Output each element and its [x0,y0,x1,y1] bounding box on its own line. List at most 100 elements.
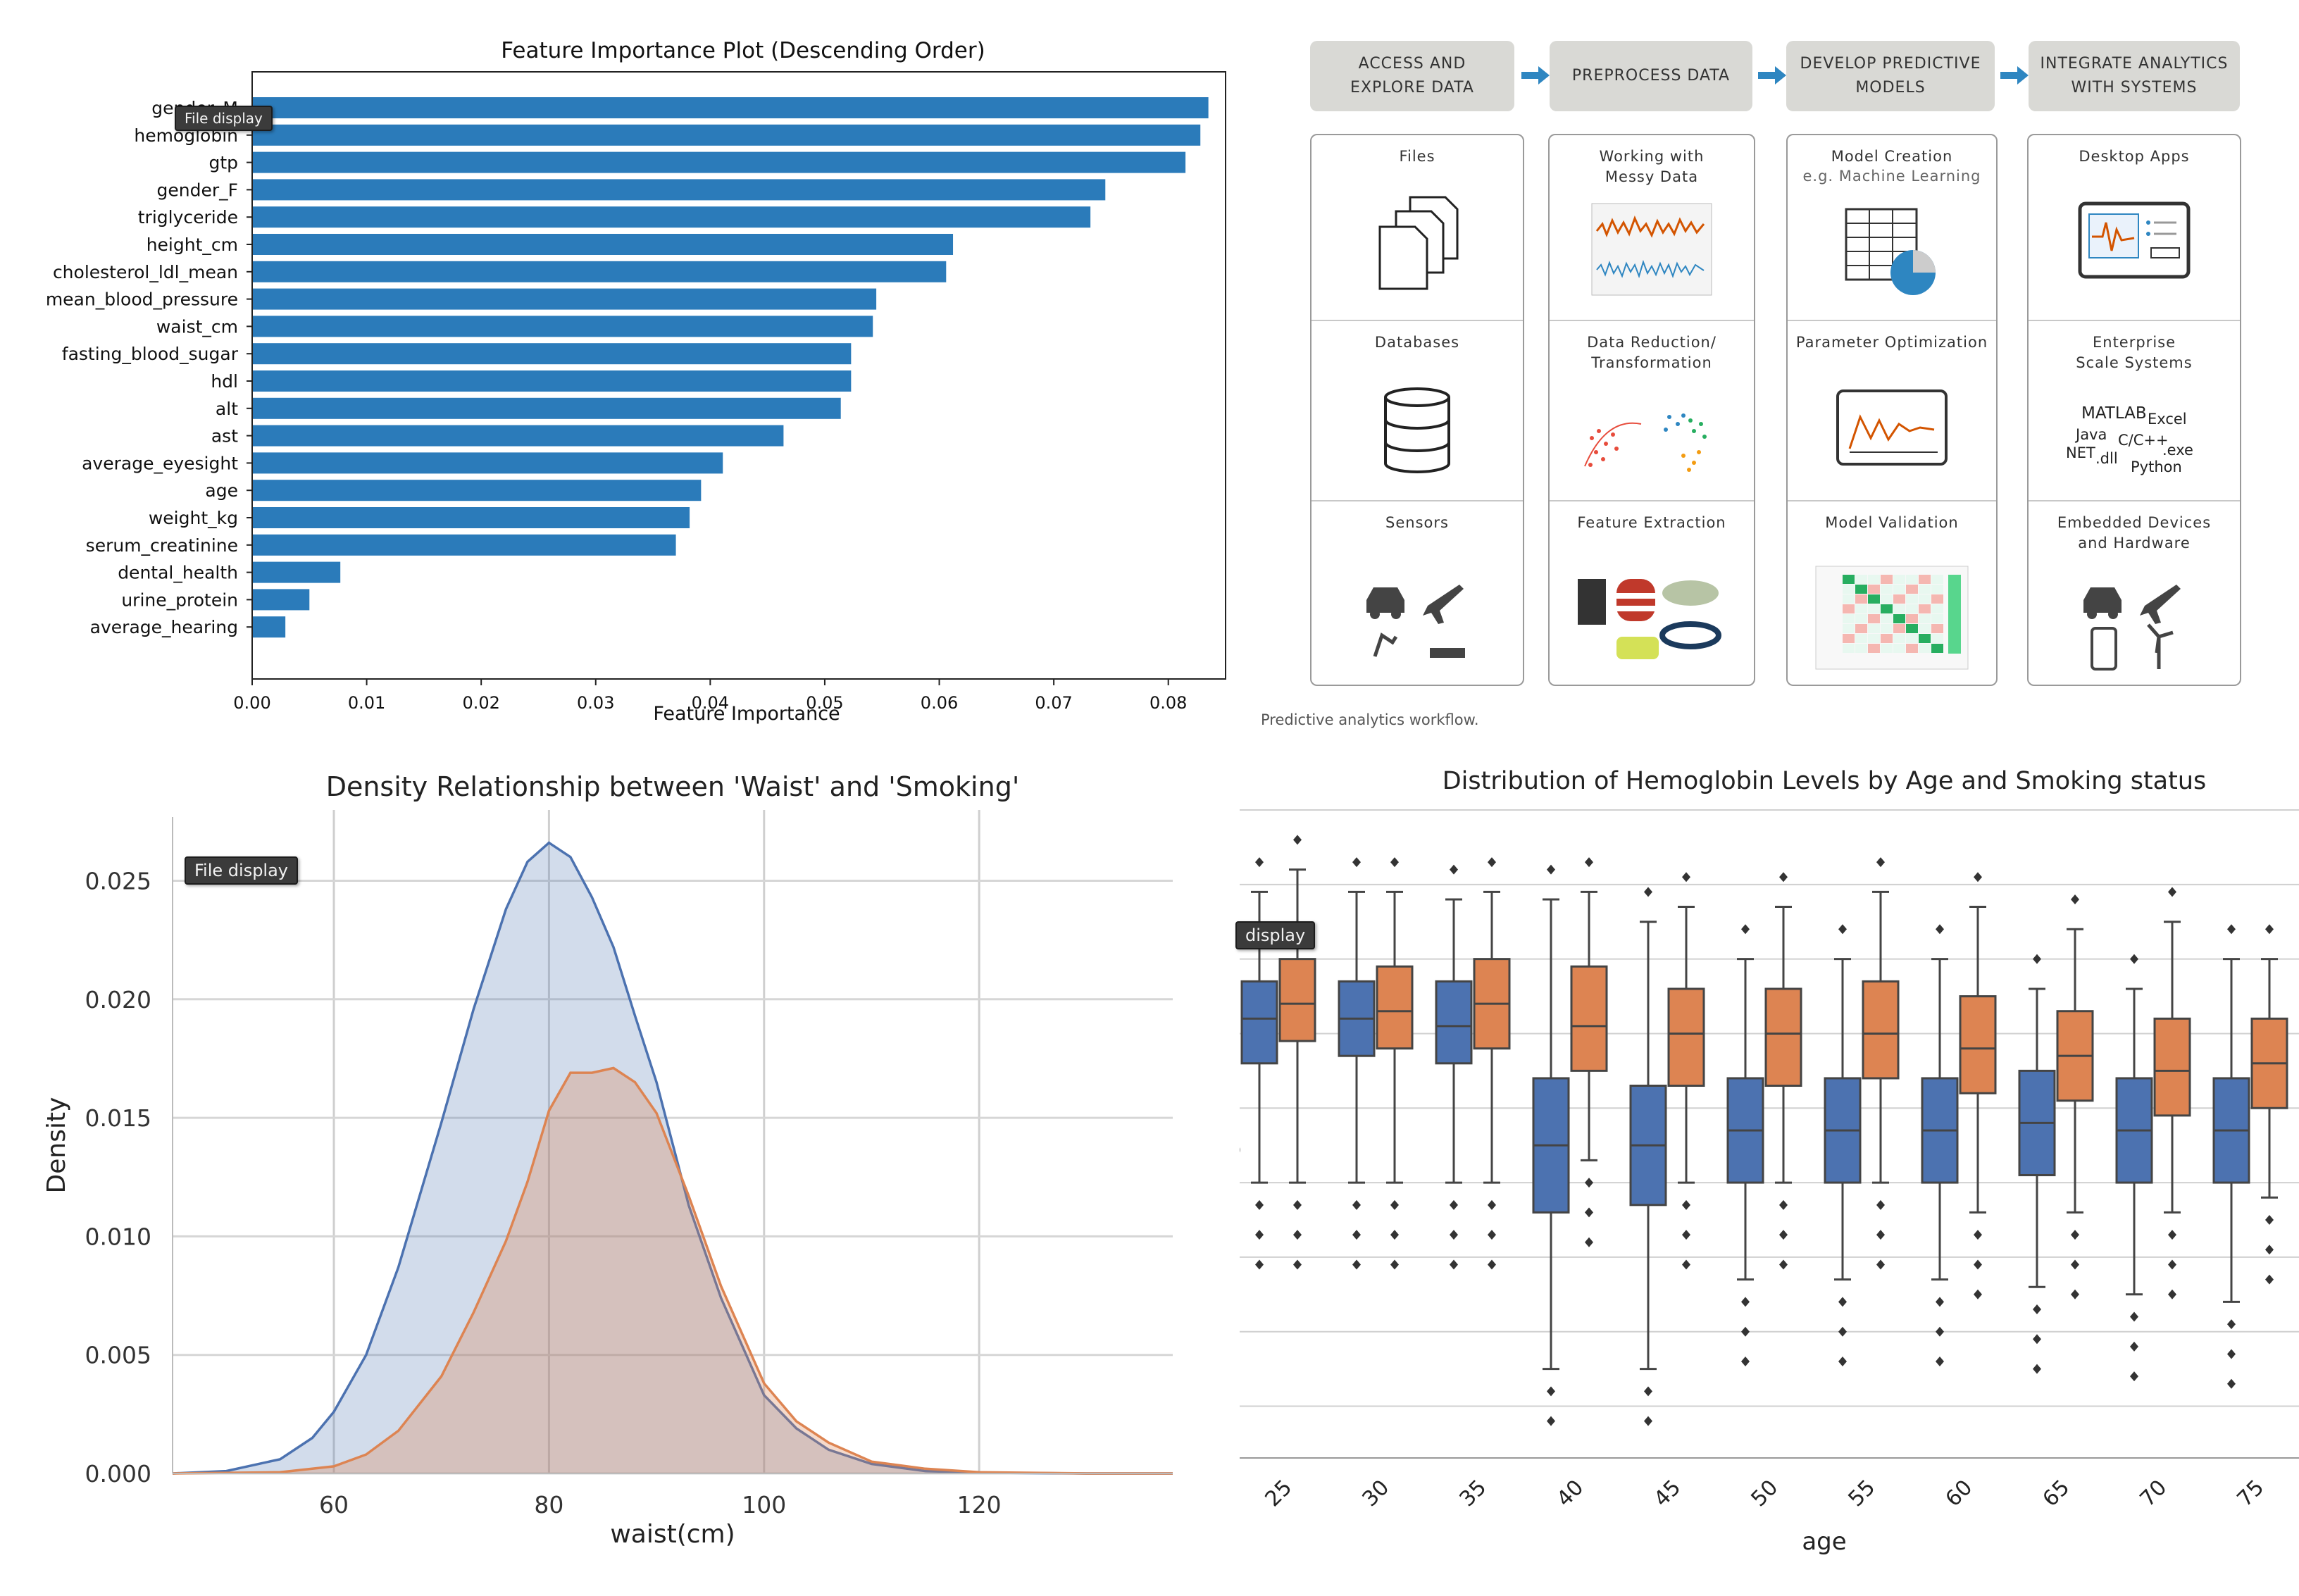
cell-parameter-optimization: Parameter Optimization [1788,320,1996,501]
matrix-cell [1843,604,1855,613]
box-smoker [1862,980,1900,1080]
arrow-right-icon [1521,66,1550,85]
workflow-column-preprocess: Working with Messy Data Data Reduction/ … [1548,134,1755,686]
outlier-marker [2130,1341,2138,1352]
box-smoker [1278,958,1316,1042]
bar [252,534,676,556]
outlier-marker [2071,894,2079,904]
bar [252,561,341,583]
box-smoker [1570,965,1608,1072]
matrix-cell [1931,624,1943,633]
workflow-column-integrate: Desktop Apps Enterprise Scale Systems MA… [2027,134,2241,686]
matrix-cell [1868,624,1880,633]
matrix-cell [1931,585,1943,594]
stage-access-explore: ACCESS AND EXPLORE DATA [1310,41,1514,111]
display-tooltip[interactable]: display [1235,921,1316,949]
x-tick-label: 40 [1552,1475,1588,1511]
bar [252,425,784,447]
cell-desktop-apps: Desktop Apps [2029,135,2240,320]
y-tick-label: gtp [208,153,238,173]
matrix-cell [1868,604,1880,613]
stage-integrate: INTEGRATE ANALYTICS WITH SYSTEMS [2029,41,2240,111]
devices-icon [2083,585,2181,671]
y-tick-label: serum_creatinine [86,535,238,556]
outlier-marker [1682,1199,1690,1210]
outlier-marker [1390,857,1399,868]
bar [252,343,852,365]
cell-model-validation: Model Validation [1788,500,1996,685]
outlier-marker [1741,924,1750,935]
x-tick-label: 75 [2232,1475,2269,1511]
file-display-tooltip[interactable]: File display [175,106,273,131]
bar [252,97,1209,118]
matrix-cell [1881,624,1893,633]
x-tick-label: 0.05 [806,693,843,713]
outlier-marker [1644,1386,1652,1397]
y-tick-label: 0.025 [85,867,151,894]
cell-messy-data: Working with Messy Data [1550,135,1754,320]
lang-python: Python [2131,459,2182,475]
stage-develop-models: DEVELOP PREDICTIVE MODELS [1786,41,1995,111]
density-line-smoker [172,1066,1173,1475]
density-panel: Density Relationship between 'Waist' and… [0,747,1240,1593]
x-tick-label: 0.04 [692,693,729,713]
box-smoker [1667,987,1705,1087]
outlier-marker [1936,1357,1944,1367]
x-axis-label: waist(cm) [610,1520,735,1549]
y-tick-label: 0.000 [85,1460,151,1488]
outlier-marker [1293,1230,1302,1240]
matrix-cell [1843,624,1855,633]
feature-importance-chart: Feature Importance Plot (Descending Orde… [46,38,1226,725]
stage-preprocess: PREPROCESS DATA [1550,41,1752,111]
matrix-cell [1919,644,1931,653]
x-tick-label: 50 [1746,1475,1783,1511]
box-smoker [2153,1017,2191,1117]
matrix-cell [1881,644,1893,653]
matrix-cell [1931,594,1943,604]
file-display-tooltip[interactable]: File display [185,856,299,885]
matrix-cell [1843,594,1855,604]
matrix-cell [1868,634,1880,643]
density-area-non-smoker [173,842,1173,1473]
outlier-marker [2168,1289,2176,1299]
outlier-marker [2168,887,2176,897]
spreadsheet-pie-icon [1845,208,1936,295]
matrix-cell [1931,644,1943,653]
matrix-cell [1919,634,1931,643]
y-tick-label: cholesterol_ldl_mean [53,262,238,282]
outlier-marker [1838,1297,1847,1307]
x-axis-label: age [1802,1528,1846,1556]
y-tick-label: alt [216,399,238,419]
outlier-marker [1682,1259,1690,1270]
lang-java: Java [2074,426,2107,443]
outlier-marker [1450,1230,1458,1240]
outlier-marker [2033,1334,2041,1345]
outlier-marker [1779,1230,1788,1240]
outlier-marker [1585,1237,1593,1247]
outlier-marker [2168,1230,2176,1240]
outlier-marker [1974,1259,1982,1270]
y-tick-label: dental_health [118,563,238,583]
outlier-marker [2071,1259,2079,1270]
outlier-marker [1876,1199,1885,1210]
matrix-cell [1906,624,1918,633]
outlier-marker [1682,1230,1690,1240]
matrix-cell [1868,585,1880,594]
matrix-cell [1931,575,1943,584]
matrix-cell [1881,634,1893,643]
cell-data-reduction: Data Reduction/ Transformation [1550,320,1754,501]
outlier-marker [2227,1378,2236,1389]
outlier-marker [1741,1297,1750,1307]
outlier-marker [1974,1289,1982,1299]
matrix-cell [1893,575,1905,584]
matrix-cell [1855,644,1867,653]
matrix-cell [1906,585,1918,594]
matrix-cell [1906,575,1918,584]
y-tick-label: waist_cm [156,316,238,337]
chart-title: Feature Importance Plot (Descending Orde… [501,38,985,63]
workflow-caption: Predictive analytics workflow. [1261,711,1479,728]
outlier-marker [1876,857,1885,868]
y-tick-label: 0.020 [85,986,151,1014]
matrix-cell [1868,594,1880,604]
matrix-cell [1906,604,1918,613]
